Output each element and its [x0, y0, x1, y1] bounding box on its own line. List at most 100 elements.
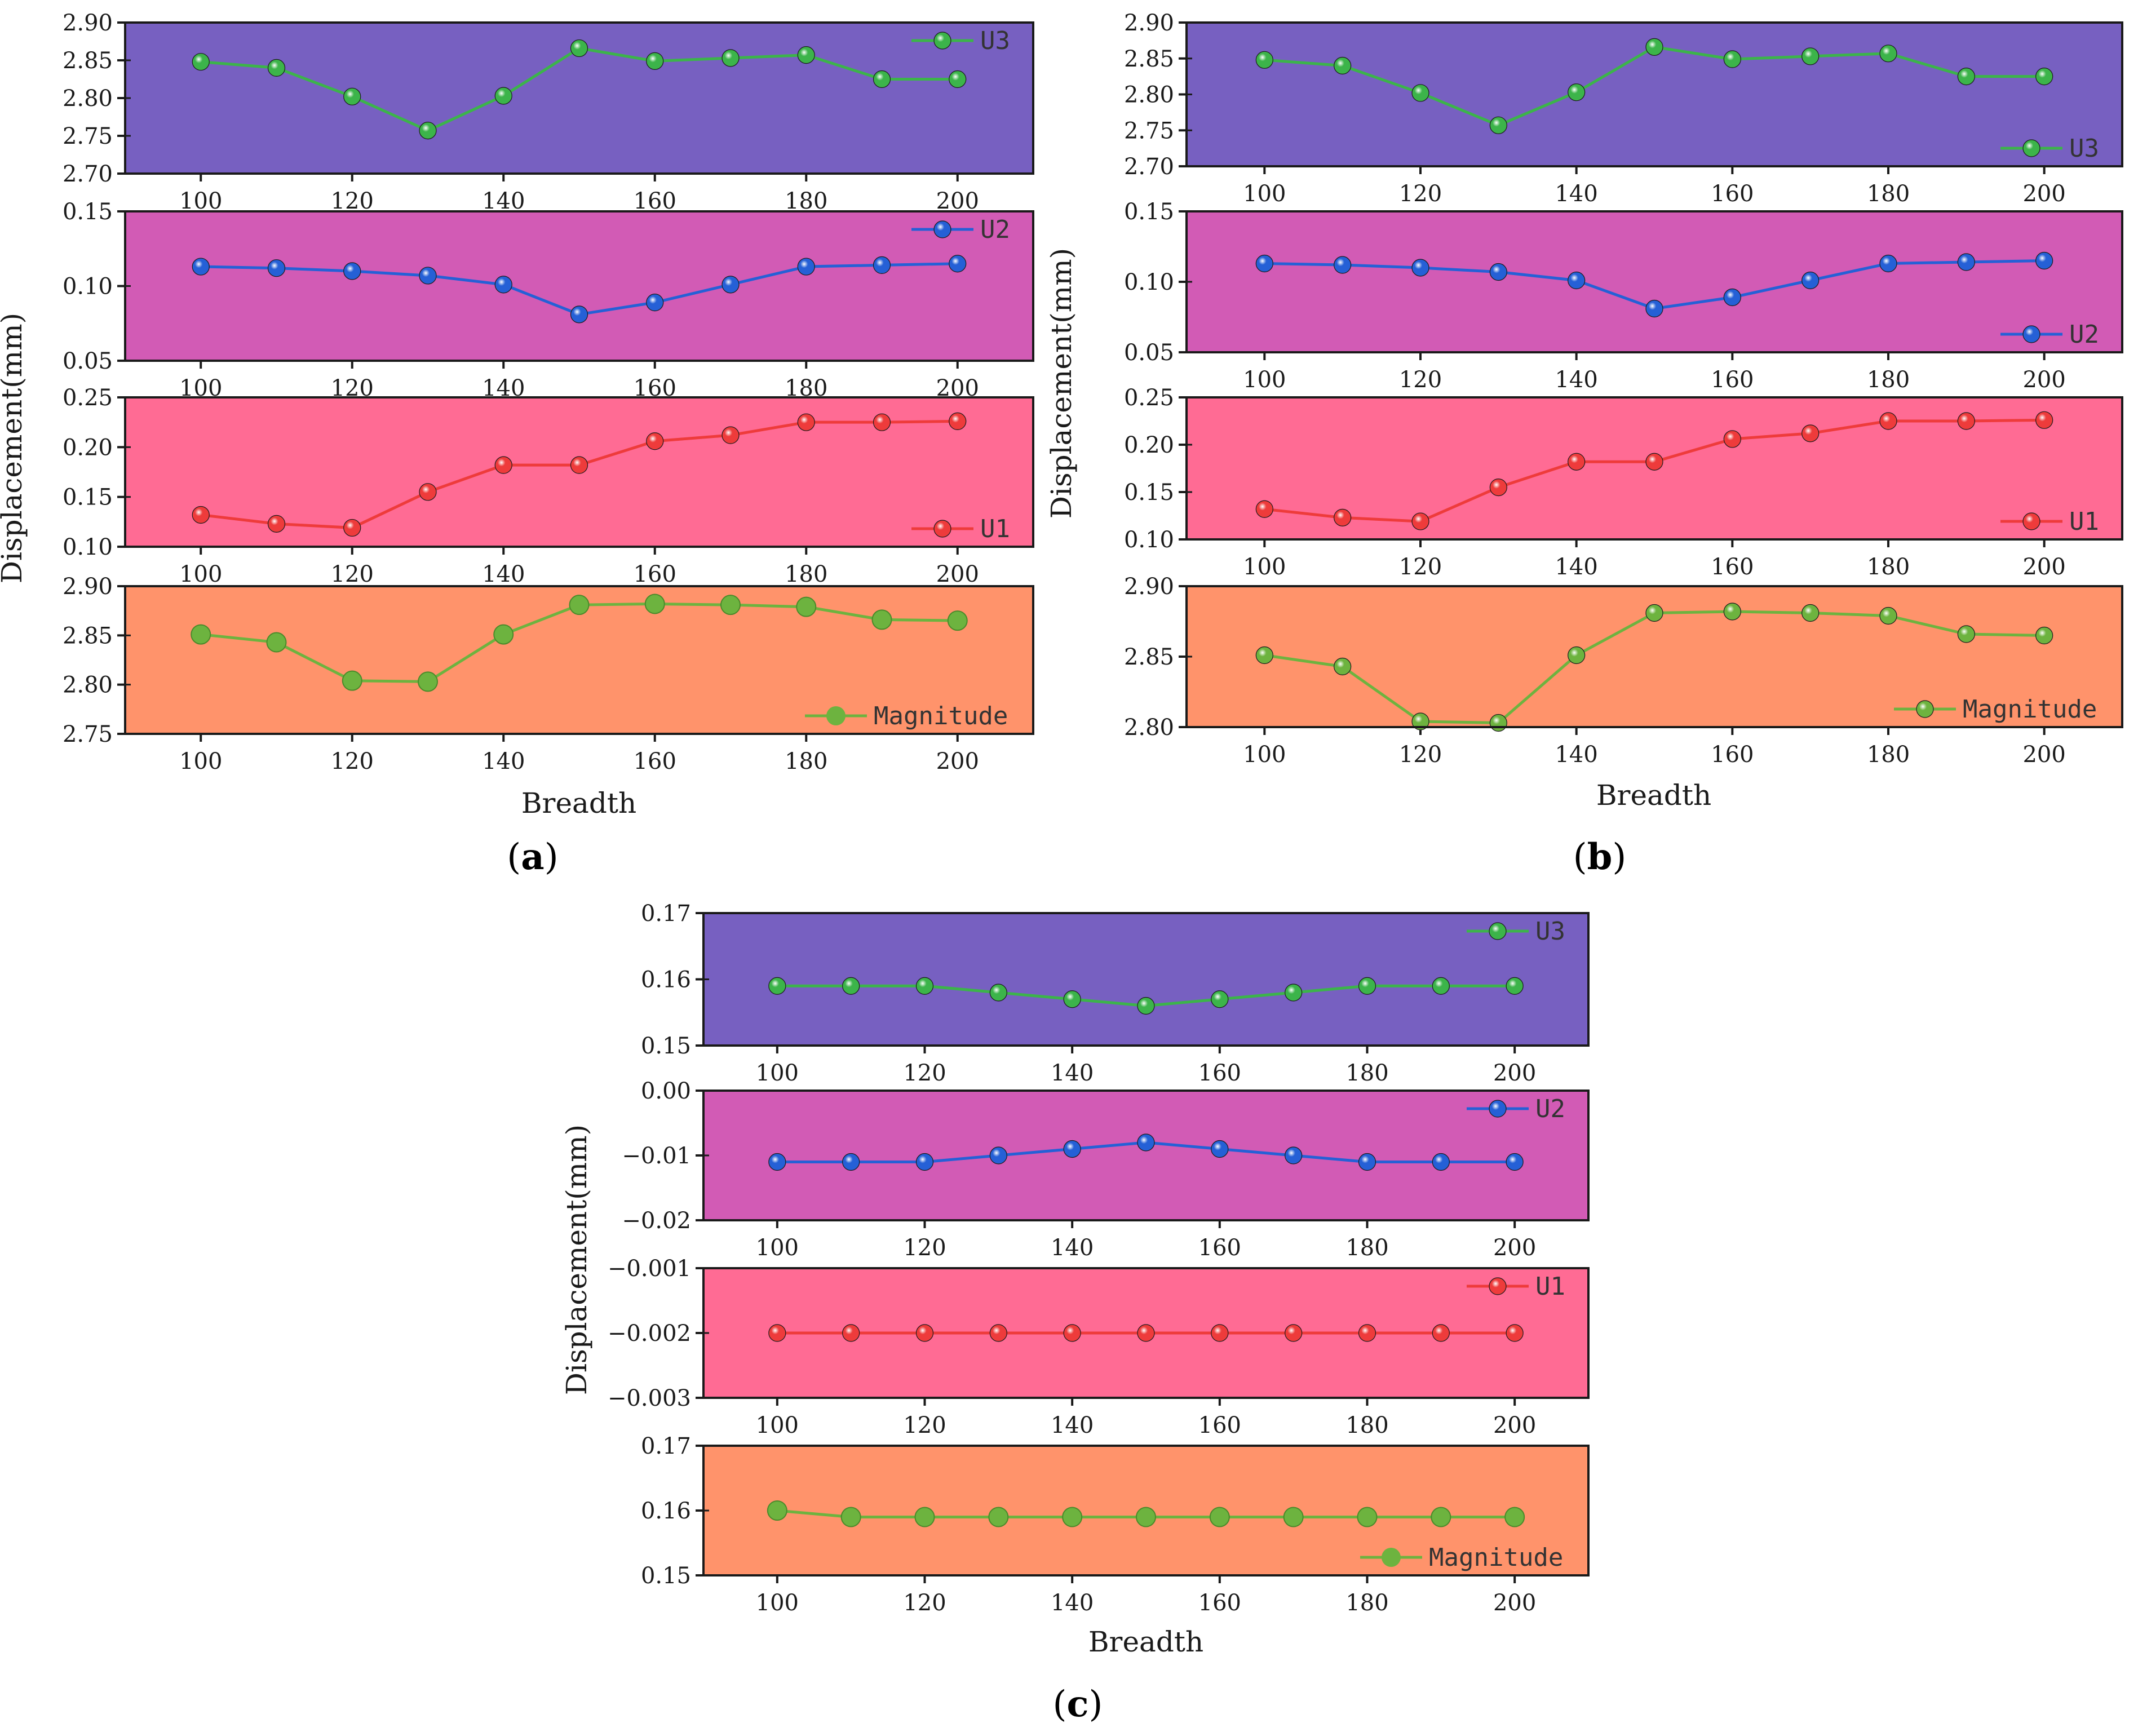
- y-tick-label: −0.001: [608, 1256, 691, 1282]
- data-point: [1255, 254, 1273, 273]
- data-point: [988, 1507, 1009, 1527]
- data-point: [947, 610, 968, 631]
- y-tick-label: 0.17: [641, 1433, 691, 1459]
- x-tick-label: 120: [331, 561, 374, 587]
- data-point: [1489, 478, 1507, 497]
- data-point: [1211, 1140, 1229, 1158]
- x-tick-label: 180: [1345, 1590, 1388, 1616]
- legend-u2: U2: [1467, 1095, 1565, 1123]
- panel-frame: [702, 1090, 1590, 1221]
- legend-label: U3: [980, 26, 1010, 55]
- x-tick-label: 160: [1711, 554, 1754, 580]
- data-point: [1506, 1153, 1524, 1171]
- data-point: [192, 258, 210, 276]
- x-tick-label: 140: [482, 749, 525, 774]
- y-tick-label: 0.15: [63, 199, 113, 225]
- data-point: [1358, 1153, 1376, 1171]
- data-point: [915, 1153, 934, 1171]
- legend-label: U1: [2069, 507, 2099, 536]
- legend-u3: U3: [1467, 917, 1565, 946]
- y-tick-label: 0.16: [641, 1498, 691, 1524]
- data-point: [1568, 83, 1586, 101]
- data-point: [2035, 68, 2053, 86]
- data-point: [1062, 1507, 1083, 1527]
- y-tick-label: 0.15: [1124, 199, 1174, 225]
- y-tick-label: −0.01: [622, 1143, 691, 1169]
- data-point: [267, 59, 286, 77]
- data-point: [646, 52, 664, 70]
- data-point: [191, 624, 211, 645]
- panel-background: [1187, 211, 2122, 352]
- x-tick-label: 180: [1867, 367, 1910, 393]
- data-point: [1957, 253, 1975, 271]
- data-point: [1957, 412, 1975, 430]
- data-point: [1723, 50, 1741, 68]
- y-tick-label: 0.05: [63, 348, 113, 374]
- x-tick-label: 100: [756, 1060, 799, 1086]
- data-point: [1255, 500, 1273, 518]
- data-point: [1063, 1324, 1081, 1342]
- data-point: [1285, 984, 1303, 1002]
- data-point: [1489, 116, 1507, 134]
- y-tick-label: 2.90: [1124, 10, 1174, 36]
- y-tick-label: −0.02: [622, 1208, 691, 1234]
- x-tick-label: 140: [1555, 367, 1597, 393]
- panel-frame: [124, 585, 1034, 735]
- data-point: [1801, 47, 1820, 65]
- x-tick-label: 100: [756, 1235, 799, 1261]
- panel-frame: [1185, 396, 2123, 541]
- data-point: [267, 259, 286, 277]
- legend-label: U1: [1535, 1272, 1565, 1301]
- data-point: [842, 977, 860, 995]
- data-point: [570, 305, 588, 324]
- data-point: [1879, 606, 1897, 625]
- data-point: [1568, 271, 1586, 290]
- y-tick-label: 0.15: [641, 1563, 691, 1589]
- data-point: [1568, 646, 1586, 665]
- x-tick-label: 160: [1711, 367, 1754, 393]
- data-point: [1957, 68, 1975, 86]
- panel-frame: [702, 1445, 1590, 1576]
- x-tick-label: 100: [179, 749, 222, 774]
- data-point: [721, 49, 740, 67]
- data-point: [1334, 508, 1352, 526]
- y-tick-label: 2.85: [63, 48, 113, 74]
- y-tick-label: 0.20: [1124, 432, 1174, 458]
- y-tick-label: 0.15: [1124, 480, 1174, 506]
- data-point: [842, 1153, 860, 1171]
- legend-marker: [1916, 700, 1934, 718]
- x-tick-label: 140: [482, 561, 525, 587]
- data-point: [1506, 977, 1524, 995]
- x-tick-label: 100: [1243, 181, 1286, 207]
- data-point: [570, 456, 588, 474]
- y-axis-title: Displacement(mm): [560, 1124, 593, 1395]
- legend-u3: U3: [911, 26, 1010, 55]
- data-point: [267, 515, 286, 533]
- x-axis-title: Breadth: [1088, 1626, 1203, 1658]
- data-point: [721, 426, 740, 444]
- legend-u2: U2: [911, 215, 1010, 244]
- y-tick-label: 0.10: [1124, 269, 1174, 295]
- data-point: [1723, 603, 1741, 621]
- data-point: [1801, 604, 1820, 622]
- data-point: [1211, 1324, 1229, 1342]
- legend-label: U3: [1535, 917, 1565, 946]
- data-point: [1137, 1133, 1155, 1152]
- data-point: [646, 294, 664, 312]
- data-point: [418, 671, 438, 692]
- x-axis-title: Breadth: [521, 787, 636, 820]
- y-tick-label: 2.90: [1124, 574, 1174, 600]
- x-tick-label: 120: [903, 1235, 946, 1261]
- x-tick-label: 120: [331, 749, 374, 774]
- data-point: [419, 122, 437, 140]
- data-point: [1063, 1140, 1081, 1158]
- data-point: [1411, 84, 1429, 102]
- legend-marker: [1489, 922, 1507, 940]
- y-tick-label: 0.20: [63, 435, 113, 460]
- data-point: [949, 70, 967, 88]
- y-tick-label: 0.00: [641, 1078, 691, 1104]
- data-point: [1504, 1507, 1525, 1527]
- data-point: [1801, 271, 1820, 290]
